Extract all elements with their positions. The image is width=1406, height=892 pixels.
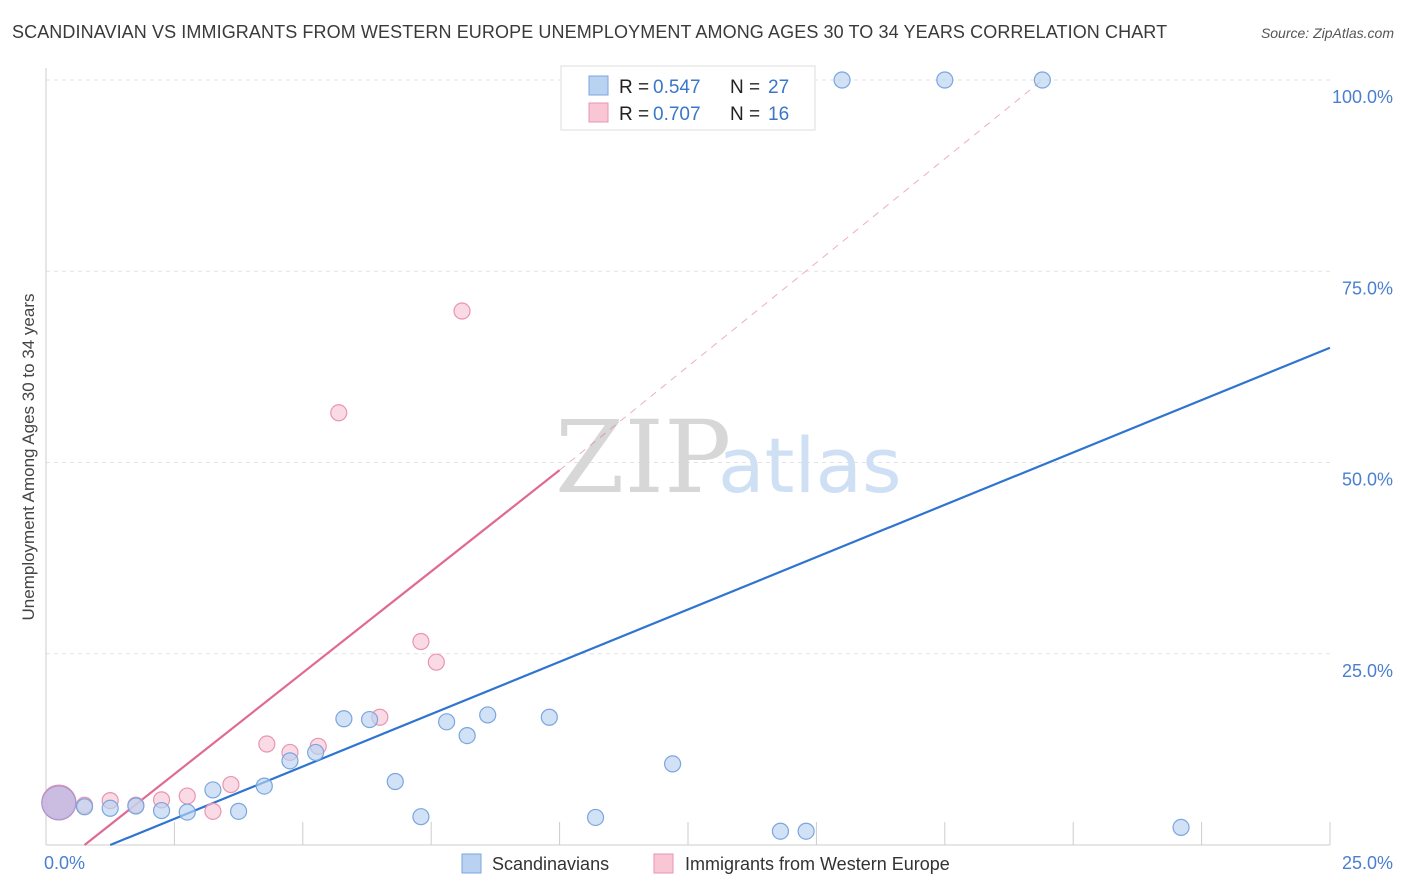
point-scandinavians-6 — [204, 781, 222, 799]
data-points — [41, 71, 1190, 840]
source-credit: Source: ZipAtlas.com — [1260, 25, 1394, 41]
point-immigrants-8 — [258, 735, 276, 753]
y-tick-label-1: 50.0% — [1342, 470, 1393, 490]
point-scandinavians-8 — [255, 777, 273, 795]
grid-lines — [46, 79, 1330, 655]
point-scandinavians-24 — [936, 71, 954, 89]
series-legend: Scandinavians Immigrants from Western Eu… — [461, 853, 950, 874]
point-scandinavians-2 — [101, 799, 119, 817]
point-immigrants-13 — [412, 632, 430, 651]
watermark: ZIP atlas — [555, 399, 902, 516]
legend-swatch-immigrants — [588, 102, 609, 123]
point-scandinavians-14 — [412, 808, 430, 826]
series-legend-swatch-immigrants — [653, 853, 674, 874]
watermark-atlas: atlas — [718, 421, 902, 510]
point-scandinavians-22 — [797, 822, 815, 840]
y-tick-labels: 25.0% 50.0% 75.0% 100.0% — [1332, 87, 1393, 681]
point-overlap-big — [41, 785, 77, 821]
point-scandinavians-1 — [75, 798, 94, 816]
trend-extension-immigrants — [559, 79, 1043, 471]
point-scandinavians-7 — [230, 802, 248, 820]
legend-r-label-1: R = — [619, 104, 649, 125]
chart-title: SCANDINAVIAN VS IMMIGRANTS FROM WESTERN … — [12, 22, 1168, 42]
legend-n-label-0: N = — [730, 77, 760, 98]
legend-r-value-0: 0.547 — [653, 77, 701, 98]
x-tick-label-1: 25.0% — [1342, 853, 1393, 873]
point-scandinavians-25 — [1033, 71, 1051, 89]
legend-n-value-0: 27 — [768, 77, 789, 98]
trend-lines — [83, 79, 1331, 847]
point-scandinavians-20 — [663, 755, 682, 773]
trend-line-immigrants — [83, 469, 561, 846]
point-immigrants-5 — [178, 787, 196, 805]
point-scandinavians-19 — [586, 808, 605, 827]
point-scandinavians-9 — [281, 752, 299, 770]
point-immigrants-15 — [453, 302, 471, 320]
point-scandinavians-17 — [479, 706, 497, 724]
y-tick-label-2: 75.0% — [1342, 278, 1393, 298]
point-immigrants-11 — [330, 404, 348, 422]
point-scandinavians-23 — [833, 71, 851, 89]
legend-n-value-1: 16 — [768, 104, 789, 125]
trend-line-scandinavians — [109, 346, 1331, 847]
point-scandinavians-11 — [335, 710, 353, 728]
series-legend-label-immigrants: Immigrants from Western Europe — [685, 854, 950, 874]
point-scandinavians-4 — [152, 801, 171, 820]
point-scandinavians-3 — [127, 797, 145, 815]
point-scandinavians-12 — [360, 710, 379, 729]
point-scandinavians-15 — [438, 713, 456, 731]
y-tick-label-0: 25.0% — [1342, 661, 1393, 681]
legend-r-label-0: R = — [619, 77, 649, 98]
legend: R = 0.547 N = 27 R = 0.707 N = 16 — [560, 65, 816, 131]
point-scandinavians-13 — [386, 772, 404, 791]
x-tick-labels: 0.0% 25.0% — [44, 853, 1393, 873]
legend-n-label-1: N = — [730, 104, 760, 125]
x-tick-label-0: 0.0% — [44, 853, 85, 873]
watermark-zip: ZIP — [555, 399, 731, 516]
point-immigrants-14 — [427, 653, 445, 671]
point-scandinavians-18 — [540, 708, 558, 726]
point-scandinavians-5 — [178, 803, 196, 821]
series-legend-label-scandinavians: Scandinavians — [492, 854, 609, 874]
point-scandinavians-10 — [307, 743, 325, 762]
series-legend-swatch-scandinavians — [461, 853, 482, 874]
legend-r-value-1: 0.707 — [653, 104, 701, 125]
y-tick-label-3: 100.0% — [1332, 87, 1393, 107]
point-scandinavians-16 — [458, 727, 476, 745]
legend-swatch-scandinavians — [588, 75, 609, 96]
point-immigrants-6 — [204, 802, 222, 820]
point-scandinavians-26 — [1172, 818, 1190, 837]
y-axis-label: Unemployment Among Ages 30 to 34 years — [19, 294, 38, 621]
point-scandinavians-21 — [771, 822, 790, 840]
point-immigrants-7 — [222, 775, 240, 794]
axes — [45, 68, 1331, 846]
